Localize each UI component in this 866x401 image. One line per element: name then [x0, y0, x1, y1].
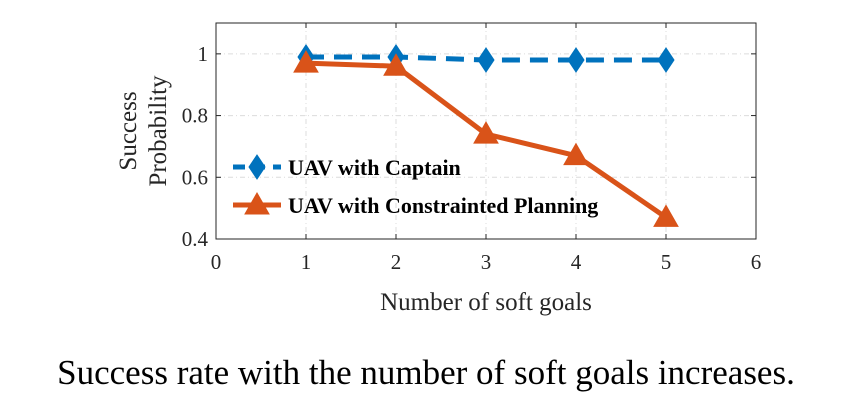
series-1-point	[567, 47, 585, 73]
x-tick-label: 5	[661, 250, 672, 274]
series-2-point	[563, 142, 589, 166]
legend-marker-1	[248, 154, 266, 180]
x-tick-label: 1	[301, 250, 312, 274]
y-tick-label: 1	[198, 42, 209, 66]
series-2-point	[473, 121, 499, 144]
legend-marker-2	[244, 191, 270, 215]
legend-label-2: UAV with Constrainted Planning	[288, 193, 598, 218]
x-tick-label: 3	[481, 250, 492, 274]
legend-label-1: UAV with Captain	[288, 155, 461, 180]
y-tick-label: 0.6	[182, 165, 208, 189]
figure-caption: Success rate with the number of soft goa…	[57, 353, 795, 392]
y-tick-label: 0.8	[182, 104, 208, 128]
series-2-point	[293, 50, 319, 73]
y-tick-label: 0.4	[182, 227, 209, 251]
y-axis-label-line-2: Probability	[145, 75, 172, 187]
series-2-point	[653, 204, 679, 227]
series-2-point	[383, 53, 409, 76]
x-tick-label: 6	[751, 250, 762, 274]
series	[293, 44, 679, 227]
axis-ticks: 0 1 2 3 4 5 6 0.4 0.6 0.8 1	[182, 23, 762, 274]
x-axis-label: Number of soft goals	[380, 289, 592, 316]
y-axis-label-line-1: Success	[115, 91, 142, 170]
legend: UAV with Captain UAV with Constrainted Pl…	[233, 154, 598, 218]
series-1-point	[477, 47, 495, 73]
series-1-point	[657, 47, 675, 73]
x-tick-label: 0	[211, 250, 222, 274]
x-tick-label: 4	[571, 250, 582, 274]
x-tick-label: 2	[391, 250, 402, 274]
